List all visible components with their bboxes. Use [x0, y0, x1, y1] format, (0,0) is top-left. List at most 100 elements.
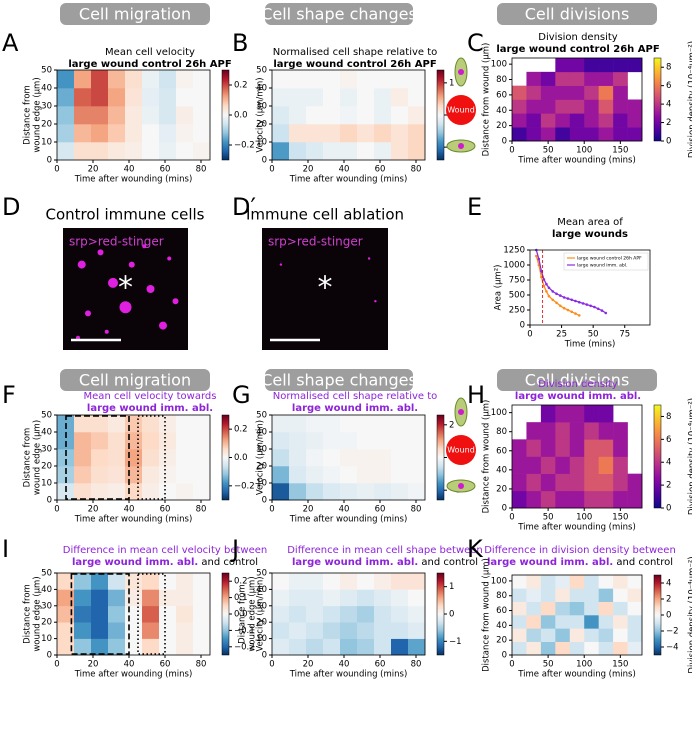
colorbar-label: Division density (10⁻⁴μm⁻²)	[688, 41, 692, 158]
heatmap-cell	[340, 124, 358, 143]
plot-frame	[511, 574, 643, 656]
series-point	[577, 314, 581, 317]
heatmap-cell	[391, 622, 409, 639]
heatmap-cell	[74, 415, 92, 433]
heatmap-cell	[598, 71, 614, 86]
heatmap-cell	[159, 638, 177, 656]
heatmap-cell	[374, 88, 392, 107]
heatmap-cell	[598, 405, 614, 423]
series-point	[555, 292, 558, 296]
colorbar-label: Velocity (μm/min)	[256, 77, 266, 152]
panel-letter: H	[467, 381, 485, 409]
heatmap-cell	[540, 588, 556, 602]
heatmap-cell	[91, 622, 109, 639]
immune-cell	[108, 277, 118, 288]
heatmap-cell	[176, 88, 194, 107]
heatmap-cell	[569, 601, 585, 616]
nucleus	[458, 143, 464, 149]
heatmap-cell	[142, 638, 160, 656]
heatmap-cell	[526, 71, 542, 86]
heatmap-cell	[598, 456, 614, 474]
heatmap-cell	[512, 113, 527, 128]
legend-label: large wound imm. abl.	[577, 263, 627, 269]
heatmap-cell	[142, 432, 160, 450]
heatmap-cell	[512, 615, 527, 629]
heatmap-cell	[193, 483, 211, 501]
x-tick-label: 50	[543, 146, 554, 156]
heatmap-cell	[306, 70, 324, 89]
heatmap-cell	[584, 127, 599, 142]
x-axis-label: Time after wounding (mins)	[289, 175, 408, 185]
heatmap-cell	[598, 615, 614, 629]
heatmap-cell	[512, 456, 527, 474]
heatmap-cell	[374, 622, 392, 639]
heatmap-cell	[306, 88, 324, 107]
series-point	[570, 298, 573, 302]
heatmap-cell	[598, 490, 614, 509]
heatmap-cell	[569, 439, 585, 457]
y-tick-label: 30	[256, 102, 267, 112]
x-tick-label: 60	[375, 505, 386, 515]
y-tick-label: 10	[41, 138, 52, 148]
heatmap-cell	[526, 575, 542, 589]
x-tick-label: 50	[588, 330, 599, 340]
panel-title: large wound imm. abl. and control	[72, 557, 258, 568]
heatmap-cell	[272, 605, 290, 623]
y-tick-label: 20	[496, 484, 507, 494]
heatmap-cell	[272, 449, 290, 467]
heatmap-cell	[391, 106, 409, 125]
heatmap-cell	[272, 432, 290, 450]
panel-title: large wound imm. abl. and control	[487, 557, 673, 568]
section-header-box	[265, 369, 413, 391]
colorbar-tick-label: 2	[666, 595, 671, 605]
y-tick-label: 30	[41, 601, 52, 611]
title-segment: large wound imm. abl.	[87, 403, 213, 414]
heatmap-cell	[391, 466, 409, 484]
heatmap-cell	[306, 432, 324, 450]
y-axis-label: Distance from	[23, 428, 33, 488]
heatmap-cell	[613, 58, 628, 73]
heatmap-cell	[374, 142, 392, 161]
colorbar-label: Velocity (μm/min)	[256, 420, 266, 495]
heatmap-cell	[340, 142, 358, 161]
x-axis-label: Time after wounding (mins)	[289, 515, 408, 525]
heatmap-cell	[408, 106, 426, 125]
heatmap-cell	[512, 641, 527, 656]
x-axis-label: Time after wounding (mins)	[74, 515, 193, 525]
y-tick-label: 0	[502, 651, 507, 661]
heatmap-cell	[598, 439, 614, 457]
y-tick-label: 0	[47, 651, 52, 661]
colorbar-tick-label: −0.2	[234, 642, 255, 652]
x-tick-label: 0	[54, 660, 59, 670]
panel-letter: A	[2, 29, 19, 57]
heatmap-cell	[108, 415, 126, 433]
legend-label: large wound control 26h APF	[577, 256, 642, 262]
colorbar	[436, 572, 445, 656]
heatmap-cell	[91, 449, 109, 467]
y-axis-label: Distance from	[23, 584, 33, 644]
heatmap-cell	[391, 483, 409, 501]
heatmap-cell	[159, 622, 177, 639]
highlight-box	[137, 415, 166, 500]
panel-title: Normalised cell shape relative to	[273, 47, 438, 58]
colorbar-tick-label: 4	[666, 579, 671, 589]
heatmap-cell	[391, 124, 409, 143]
heatmap-cell	[142, 106, 160, 125]
immune-cell	[146, 285, 155, 293]
x-tick-label: 20	[303, 505, 314, 515]
heatmap-cell	[584, 422, 599, 440]
x-axis-label: Time after wounding (mins)	[74, 670, 193, 680]
overlay-label: srp>red-stinger	[268, 235, 363, 249]
heatmap-cell	[74, 466, 92, 484]
y-tick-label: 40	[256, 428, 267, 438]
x-tick-label: 150	[612, 513, 628, 523]
heatmap-cell	[289, 638, 307, 656]
heatmap-cell	[540, 127, 556, 142]
y-axis-label: Distance from wound (μm)	[482, 558, 492, 672]
wound-diagram	[446, 95, 476, 125]
heatmap-cell	[91, 573, 109, 590]
series-point	[540, 275, 543, 279]
heatmap-cell	[374, 415, 392, 433]
heatmap-cell	[584, 405, 599, 423]
heatmap-cell	[340, 622, 358, 639]
